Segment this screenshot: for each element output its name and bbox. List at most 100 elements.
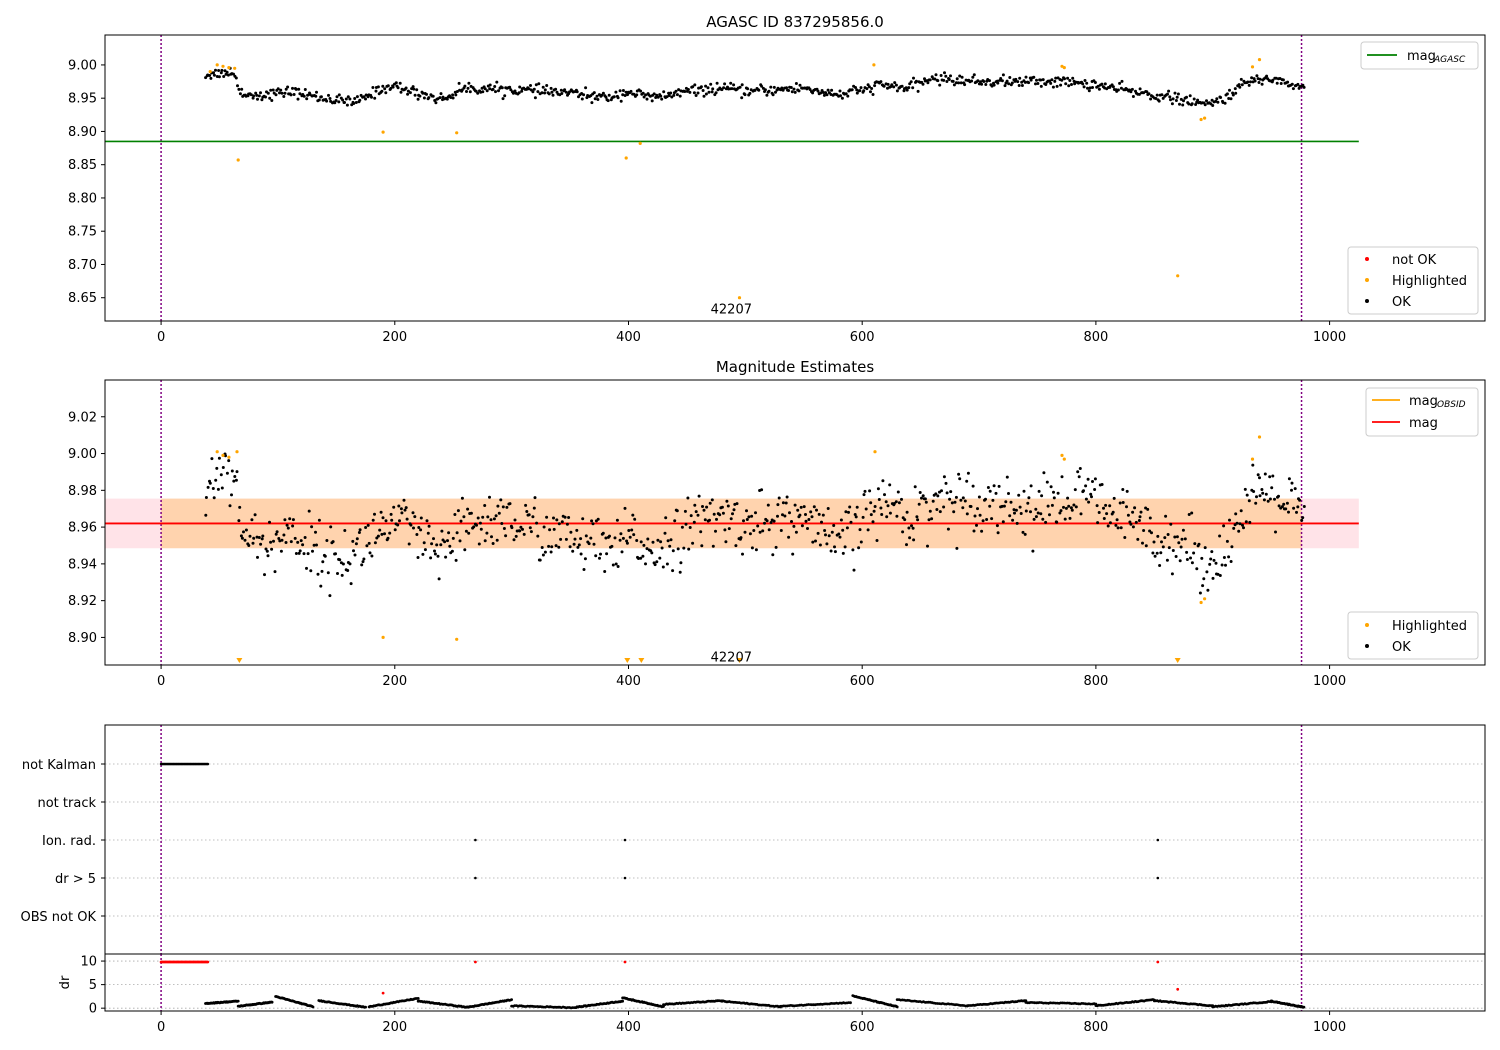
ok-point xyxy=(1050,78,1054,82)
ok-point xyxy=(528,526,532,530)
ok-point xyxy=(845,526,849,530)
ok-point xyxy=(829,549,833,553)
ok-point xyxy=(1087,500,1091,504)
ok-point xyxy=(411,85,415,89)
ok-point xyxy=(386,536,390,540)
ok-point xyxy=(1024,509,1028,513)
legend-subscript: OBSID xyxy=(1437,400,1466,410)
ok-point xyxy=(244,528,248,532)
ok-point xyxy=(455,90,459,93)
ok-point xyxy=(315,90,318,94)
ok-point xyxy=(1279,82,1283,85)
ok-point xyxy=(1274,530,1277,534)
ok-point xyxy=(966,471,970,475)
ok-point xyxy=(1070,508,1074,512)
ok-point xyxy=(1179,545,1183,549)
ok-point xyxy=(844,510,848,514)
ok-point xyxy=(901,530,905,534)
ok-point xyxy=(1151,551,1155,555)
ok-point xyxy=(857,546,861,550)
ok-point xyxy=(827,534,831,538)
ok-point xyxy=(1022,489,1026,493)
ok-point xyxy=(217,456,221,460)
ok-point xyxy=(1178,102,1181,106)
ok-point xyxy=(994,491,998,495)
ok-point xyxy=(388,531,392,535)
ok-point xyxy=(1072,503,1076,507)
ok-point xyxy=(464,529,468,533)
ok-point xyxy=(1247,83,1251,87)
ok-point xyxy=(1045,480,1049,484)
ok-point xyxy=(683,90,687,93)
ok-point xyxy=(944,74,948,78)
ok-point xyxy=(336,572,339,575)
ok-point xyxy=(306,552,310,556)
ok-point xyxy=(726,504,730,508)
ok-point xyxy=(869,90,872,94)
ok-point xyxy=(660,97,664,101)
ok-point xyxy=(456,509,460,513)
ok-point xyxy=(1085,81,1089,85)
ok-point xyxy=(785,86,788,90)
ok-point xyxy=(277,537,281,540)
ok-point xyxy=(552,516,555,520)
ok-point xyxy=(1100,483,1104,486)
ok-point xyxy=(896,490,900,494)
ok-point xyxy=(488,87,492,91)
ok-point xyxy=(1003,84,1007,88)
ok-point xyxy=(1196,98,1200,102)
ok-point xyxy=(689,514,693,518)
ok-point xyxy=(373,96,377,100)
ok-point xyxy=(916,518,920,522)
ok-point xyxy=(1046,504,1050,508)
axes-frame xyxy=(104,34,1486,322)
top-plot-area xyxy=(105,35,1359,321)
ok-point xyxy=(1257,81,1261,84)
ok-point xyxy=(1271,474,1275,478)
ok-point xyxy=(481,515,485,519)
y-tick-label: 10 xyxy=(80,955,97,970)
ok-point xyxy=(1056,491,1060,495)
x-tick-label: 200 xyxy=(382,330,407,345)
ok-point xyxy=(704,92,708,96)
ok-point xyxy=(478,521,482,525)
ok-point xyxy=(422,96,426,100)
ok-point xyxy=(399,507,403,511)
ok-point xyxy=(1044,83,1048,86)
ok-point xyxy=(707,90,711,94)
ok-point xyxy=(1077,475,1081,479)
ok-point xyxy=(850,88,854,92)
ok-point xyxy=(242,530,245,534)
ok-point xyxy=(1097,511,1101,514)
y-tick-label: 8.94 xyxy=(68,557,97,572)
ok-point xyxy=(589,536,593,540)
ok-point xyxy=(346,569,350,572)
ok-point xyxy=(931,499,935,503)
ok-point xyxy=(894,83,898,87)
ok-point xyxy=(383,87,387,91)
ok-point xyxy=(455,531,459,535)
ok-point xyxy=(253,513,257,517)
ok-point xyxy=(774,90,777,94)
ok-point xyxy=(549,86,553,90)
ok-point xyxy=(776,503,780,507)
ok-point xyxy=(1165,558,1169,562)
ok-point xyxy=(1166,533,1170,536)
ok-point xyxy=(605,552,609,556)
x-tick-label: 1000 xyxy=(1313,674,1346,689)
ok-point xyxy=(412,526,415,530)
ok-point xyxy=(408,91,412,95)
ok-point xyxy=(812,505,816,509)
ok-point xyxy=(392,505,396,509)
y-tick-label: 8.85 xyxy=(68,158,97,173)
ok-point xyxy=(646,537,650,541)
ok-point xyxy=(1285,501,1289,505)
ok-point xyxy=(495,80,499,84)
x-tick-label: 1000 xyxy=(1313,1020,1346,1035)
ok-point xyxy=(754,548,758,552)
ok-point xyxy=(875,539,879,542)
ok-point xyxy=(854,86,857,89)
obsid-annotation: 42207 xyxy=(711,651,752,666)
ok-point xyxy=(787,89,791,92)
flag-point xyxy=(474,838,477,842)
